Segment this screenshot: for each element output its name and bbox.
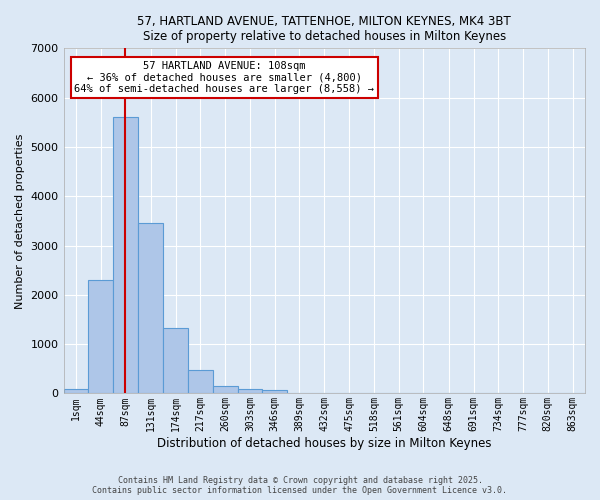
Bar: [188, 370, 213, 394]
Y-axis label: Number of detached properties: Number of detached properties: [15, 133, 25, 308]
Bar: [163, 328, 188, 394]
Bar: [113, 118, 138, 394]
Bar: [139, 224, 163, 394]
X-axis label: Distribution of detached houses by size in Milton Keynes: Distribution of detached houses by size …: [157, 437, 491, 450]
Text: 57 HARTLAND AVENUE: 108sqm
← 36% of detached houses are smaller (4,800)
64% of s: 57 HARTLAND AVENUE: 108sqm ← 36% of deta…: [74, 60, 374, 94]
Bar: [262, 390, 287, 394]
Text: Contains HM Land Registry data © Crown copyright and database right 2025.
Contai: Contains HM Land Registry data © Crown c…: [92, 476, 508, 495]
Title: 57, HARTLAND AVENUE, TATTENHOE, MILTON KEYNES, MK4 3BT
Size of property relative: 57, HARTLAND AVENUE, TATTENHOE, MILTON K…: [137, 15, 511, 43]
Bar: [88, 280, 113, 394]
Bar: [238, 390, 262, 394]
Bar: [64, 390, 88, 394]
Bar: [213, 386, 238, 394]
